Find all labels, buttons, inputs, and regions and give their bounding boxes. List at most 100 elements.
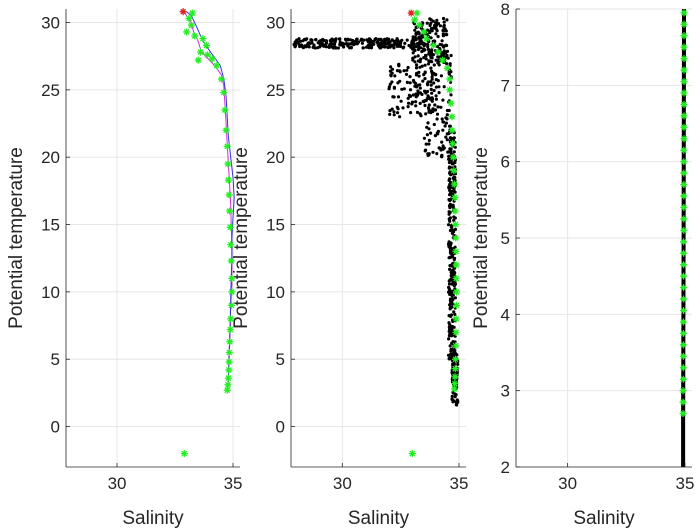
data-point (450, 334, 454, 338)
data-point (390, 107, 394, 111)
marker-stroke (681, 44, 687, 51)
data-point (447, 165, 452, 169)
data-point (445, 49, 450, 54)
asterisk-marker (680, 284, 688, 292)
data-point (438, 24, 442, 28)
data-point (447, 71, 451, 75)
y-tick-label: 5 (51, 350, 60, 369)
marker-stroke (181, 450, 188, 457)
asterisk-marker (680, 20, 688, 28)
data-point (389, 65, 393, 69)
marker-stroke (680, 376, 687, 383)
data-point (427, 103, 431, 107)
marker-stroke (453, 288, 460, 295)
asterisk-marker (411, 16, 419, 24)
data-point (425, 133, 429, 137)
asterisk-marker (415, 21, 423, 29)
asterisk-marker (680, 295, 688, 303)
data-point (443, 124, 447, 128)
data-point (390, 38, 394, 42)
asterisk-marker (225, 366, 233, 374)
data-point (430, 91, 434, 95)
data-point (450, 136, 454, 140)
marker-stroke (227, 326, 234, 333)
asterisk-marker (680, 307, 688, 315)
data-point (414, 73, 419, 77)
asterisk-marker (679, 352, 687, 360)
data-point (374, 37, 378, 41)
data-point (350, 42, 354, 46)
data-point (423, 99, 427, 103)
asterisk-marker (680, 261, 688, 269)
data-point (418, 86, 422, 90)
y-axis-label: Potential temperature (471, 147, 492, 329)
data-point (420, 64, 424, 68)
y-tick-label: 20 (41, 148, 60, 167)
asterisk-marker (408, 450, 416, 458)
marker-stroke (228, 257, 235, 264)
asterisk-marker (680, 158, 688, 166)
asterisk-marker (451, 365, 459, 373)
data-point (310, 38, 314, 42)
asterisk-marker (223, 142, 231, 150)
data-point (447, 282, 452, 286)
marker-stroke (228, 302, 235, 309)
data-point (414, 100, 418, 104)
data-point (338, 43, 342, 47)
marker-stroke (224, 387, 231, 394)
asterisk-marker (446, 86, 454, 94)
data-point (433, 108, 438, 112)
marker-stroke (681, 135, 687, 142)
asterisk-marker (197, 48, 205, 56)
marker-stroke (191, 33, 198, 39)
data-point (448, 188, 452, 192)
data-point (425, 21, 429, 25)
data-point (455, 403, 459, 407)
data-point (435, 152, 439, 156)
data-point (448, 124, 452, 128)
marker-stroke (446, 86, 453, 93)
data-point (405, 68, 409, 72)
y-tick-label: 3 (501, 382, 510, 401)
marker-stroke (681, 90, 687, 96)
marker-stroke (195, 57, 202, 64)
asterisk-marker (680, 89, 688, 97)
asterisk-marker (452, 301, 460, 309)
data-point (297, 37, 301, 41)
data-point (436, 129, 440, 133)
marker-stroke (453, 315, 460, 322)
marker-stroke (681, 9, 687, 16)
data-point (359, 37, 364, 41)
marker-stroke (227, 241, 234, 248)
data-point (450, 231, 454, 235)
data-point (331, 39, 335, 43)
asterisk-marker (450, 180, 458, 188)
asterisk-marker (422, 35, 430, 43)
data-point (429, 87, 433, 91)
data-point (329, 38, 333, 42)
data-point (401, 106, 405, 110)
marker-stroke (681, 112, 687, 119)
data-point (437, 63, 441, 67)
data-point (360, 41, 364, 45)
x-axis-label: Salinity (122, 508, 184, 529)
y-axis-label: Potential temperature (6, 147, 27, 329)
data-point (410, 40, 414, 44)
data-point (432, 122, 436, 127)
data-point (447, 223, 451, 227)
marker-stroke (226, 349, 233, 356)
data-point (390, 67, 395, 71)
marker-stroke (225, 381, 231, 388)
data-point (349, 46, 353, 50)
data-point (434, 27, 438, 31)
asterisk-marker (680, 55, 688, 63)
data-point (336, 46, 340, 50)
y-tick-label: 4 (501, 305, 510, 324)
marker-stroke (186, 15, 192, 22)
data-point (436, 79, 440, 83)
data-point (440, 153, 444, 157)
data-point (442, 85, 446, 89)
data-point (435, 112, 440, 116)
data-point (390, 80, 394, 84)
